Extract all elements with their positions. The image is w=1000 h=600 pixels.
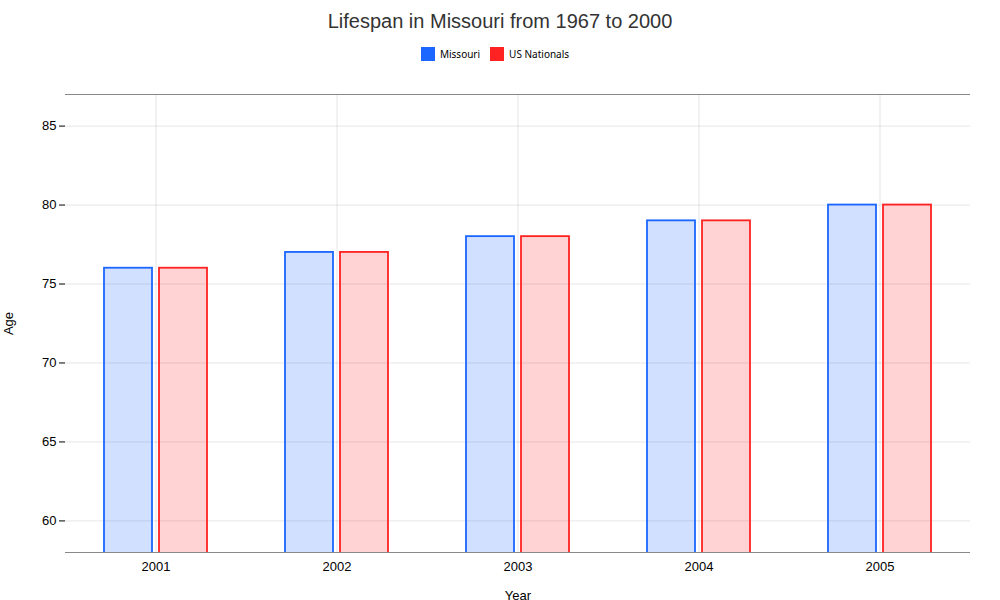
svg-text:75: 75 bbox=[42, 276, 56, 291]
svg-text:2003: 2003 bbox=[504, 559, 533, 574]
svg-text:2005: 2005 bbox=[866, 559, 895, 574]
svg-text:Age: Age bbox=[1, 312, 16, 335]
svg-text:2004: 2004 bbox=[685, 559, 714, 574]
svg-text:2002: 2002 bbox=[323, 559, 352, 574]
svg-text:Year: Year bbox=[505, 588, 532, 600]
html-text:US Nationals: US Nationals bbox=[509, 46, 570, 61]
html-text:Lifespan in Missouri from 1967: Lifespan in Missouri from 1967 to 2000 bbox=[327, 10, 673, 32]
svg-text:65: 65 bbox=[42, 434, 56, 449]
svg-text:2001: 2001 bbox=[142, 559, 171, 574]
svg-text:70: 70 bbox=[42, 355, 56, 370]
svg-text:60: 60 bbox=[42, 513, 56, 528]
svg-text:80: 80 bbox=[42, 197, 56, 212]
svg-text:85: 85 bbox=[42, 118, 56, 133]
html-text:Missouri: Missouri bbox=[439, 46, 481, 61]
